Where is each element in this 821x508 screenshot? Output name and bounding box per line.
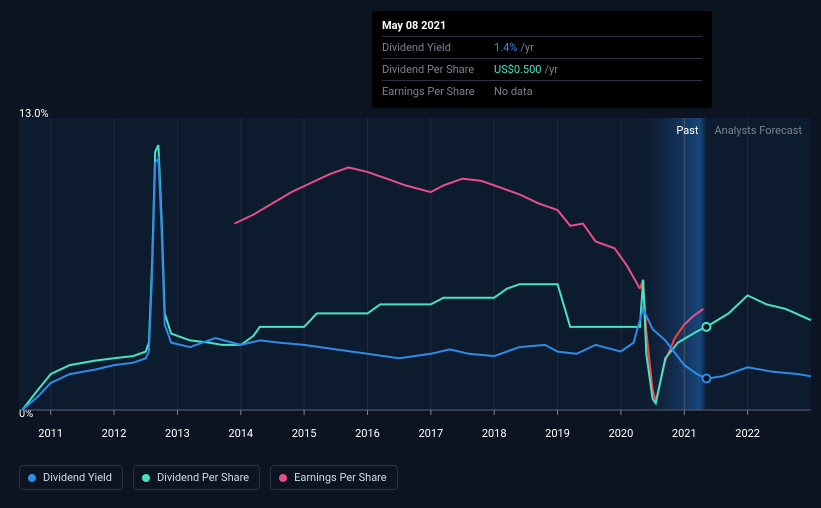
- chart-tooltip: May 08 2021 Dividend Yield1.4%/yrDividen…: [372, 11, 712, 108]
- x-axis-year-label: 2019: [545, 427, 570, 440]
- tooltip-value: No data: [494, 85, 533, 98]
- dividend-per-share-marker[interactable]: [702, 323, 710, 331]
- x-axis-year-label: 2018: [482, 427, 507, 440]
- legend-dot-icon: [28, 474, 36, 482]
- chart-plot[interactable]: Past Analysts Forecast: [19, 118, 811, 420]
- x-axis-labels: 2011 2012 2013 2014 2015 2016 2017 2018 2019 2020…: [19, 427, 811, 443]
- tooltip-date: May 08 2021: [382, 19, 702, 36]
- tooltip-key: Earnings Per Share: [382, 85, 494, 98]
- x-axis-year-label: 2013: [165, 427, 190, 440]
- tooltip-value: US$0.500/yr: [494, 63, 558, 76]
- legend-item[interactable]: Earnings Per Share: [270, 465, 398, 490]
- legend-label: Earnings Per Share: [294, 471, 387, 484]
- dividend-yield-marker[interactable]: [702, 375, 710, 383]
- tooltip-value: 1.4%/yr: [494, 41, 534, 54]
- legend-item[interactable]: Dividend Per Share: [133, 465, 260, 490]
- tooltip-row: Earnings Per ShareNo data: [382, 80, 702, 102]
- legend-dot-icon: [142, 474, 150, 482]
- x-axis-year-label: 2021: [672, 427, 697, 440]
- x-axis-year-label: 2017: [418, 427, 443, 440]
- legend-label: Dividend Yield: [43, 471, 112, 484]
- legend-item[interactable]: Dividend Yield: [19, 465, 123, 490]
- x-axis-year-label: 2014: [228, 427, 253, 440]
- x-axis-year-label: 2022: [735, 427, 760, 440]
- legend-label: Dividend Per Share: [157, 471, 249, 484]
- forecast-gradient: [643, 118, 706, 410]
- tooltip-row: Dividend Yield1.4%/yr: [382, 36, 702, 58]
- x-axis-year-label: 2016: [355, 427, 380, 440]
- forecast-label: Analysts Forecast: [714, 124, 802, 137]
- past-label: Past: [676, 124, 699, 137]
- tooltip-key: Dividend Yield: [382, 41, 494, 54]
- x-axis-year-label: 2011: [38, 427, 63, 440]
- legend-dot-icon: [279, 474, 287, 482]
- x-axis-year-label: 2012: [102, 427, 127, 440]
- x-axis-year-label: 2020: [609, 427, 634, 440]
- tooltip-row: Dividend Per ShareUS$0.500/yr: [382, 58, 702, 80]
- x-tick-marks: [51, 410, 748, 415]
- x-axis-year-label: 2015: [292, 427, 317, 440]
- tooltip-key: Dividend Per Share: [382, 63, 494, 76]
- chart-legend: Dividend Yield Dividend Per Share Earnings…: [19, 465, 398, 490]
